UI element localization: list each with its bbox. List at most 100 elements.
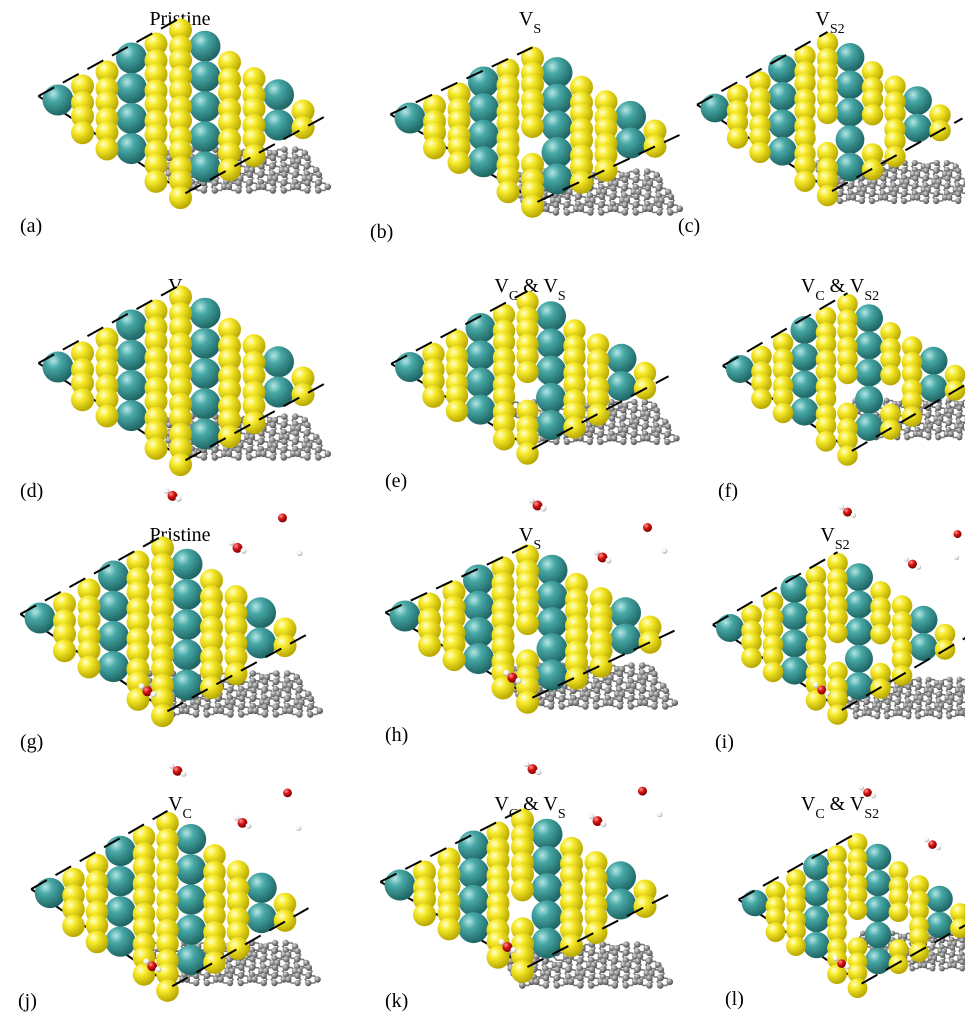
carbon-atom (294, 450, 302, 458)
graphene-bond (638, 690, 653, 699)
carbon-atom (631, 399, 638, 406)
sulfur-atom (422, 385, 445, 408)
carbon-atom (598, 193, 606, 201)
carbon-atom (576, 958, 584, 965)
panel-label: (h) (385, 724, 408, 746)
panel-d: VC (d) (20, 275, 332, 502)
carbon-atom (238, 711, 245, 718)
carbon-atom (650, 679, 658, 686)
unit-cell-edge (390, 290, 669, 450)
carbon-atom (957, 691, 964, 698)
carbon-atom (290, 183, 297, 191)
sulfur-atom (437, 917, 461, 941)
graphene-bond (666, 204, 681, 214)
graphene-bond (248, 672, 264, 682)
sulfur-atom (291, 116, 315, 140)
sulfur-atom (95, 137, 119, 161)
water-adsorbates (833, 785, 942, 970)
carbon-atom (959, 959, 965, 966)
carbon-atom (303, 959, 310, 967)
mos2-layer (395, 290, 657, 465)
sulfur-atom (62, 914, 85, 938)
carbon-atom (211, 454, 219, 461)
graphene-bond (569, 690, 584, 699)
molybdenum-atom (42, 84, 74, 116)
carbon-atom (956, 699, 963, 706)
sulfur-atom (827, 607, 848, 628)
sulfur-atom (909, 901, 929, 921)
carbon-atom (249, 956, 256, 963)
sulfur-atom (563, 319, 586, 342)
graphene-bond (652, 417, 667, 427)
carbon-atom (294, 183, 302, 191)
graphene-bond (945, 709, 959, 718)
graphene-bond (633, 969, 648, 978)
carbon-atom (923, 710, 930, 717)
molybdenum-atom (171, 669, 203, 701)
carbon-atom (853, 706, 860, 713)
carbon-atom (958, 945, 965, 951)
molybdenum-atom (790, 397, 819, 426)
graphene-bond (955, 701, 965, 710)
carbon-atom (653, 415, 660, 422)
carbon-atom (957, 955, 963, 961)
molybdenum-atom (189, 388, 221, 420)
carbon-atom (619, 415, 626, 422)
carbon-atom (641, 699, 649, 707)
hydrogen-atom (813, 682, 819, 688)
sulfur-atom (169, 109, 192, 133)
graphene-bond (214, 698, 229, 707)
carbon-atom (925, 434, 932, 441)
carbon-atom (249, 695, 257, 703)
molybdenum-atom (175, 854, 207, 885)
molybdenum-atom (98, 620, 129, 652)
carbon-atom (269, 421, 277, 429)
carbon-atom (597, 978, 605, 986)
carbon-atom (622, 949, 630, 957)
sulfur-atom (169, 436, 192, 460)
sulfur-atom (151, 657, 174, 681)
molybdenum-atom (610, 623, 641, 655)
graphene-bond (283, 698, 298, 707)
sulfur-atom (151, 596, 174, 620)
graphene-bond (638, 664, 653, 674)
carbon-atom (227, 703, 234, 711)
sulfur-atom (273, 892, 297, 916)
carbon-atom (869, 183, 876, 190)
unit-cell-edge (712, 551, 965, 711)
sulfur-atom (888, 861, 909, 881)
carbon-atom (519, 982, 526, 989)
sulfur-atom (71, 371, 94, 395)
sulfur-atom (816, 102, 839, 125)
molybdenum-atom (790, 370, 819, 399)
molybdenum-atom (790, 343, 819, 372)
carbon-atom (646, 982, 653, 989)
molybdenum-atom (864, 947, 892, 975)
carbon-atom (883, 397, 890, 404)
carbon-atom (630, 438, 638, 445)
graphene-bond (210, 182, 226, 192)
molybdenum-atom (536, 328, 566, 359)
panel-label: (e) (385, 470, 407, 492)
sulfur-atom (837, 320, 858, 342)
carbon-atom (271, 948, 278, 955)
carbon-atom (248, 964, 256, 971)
sulfur-atom (169, 18, 192, 42)
sulfur-atom (765, 881, 786, 901)
graphene-bond (878, 185, 893, 194)
carbon-atom (621, 185, 628, 192)
carbon-atom (611, 958, 618, 965)
hydrogen-atom (523, 761, 530, 768)
sulfur-atom (203, 934, 226, 958)
graphene-bond (955, 678, 965, 687)
sulfur-atom (169, 315, 192, 339)
graphene-bond (247, 966, 263, 976)
carbon-atom (542, 974, 550, 982)
sulfur-atom (200, 676, 223, 700)
molybdenum-atom (175, 884, 207, 915)
graphene-bond (271, 706, 287, 716)
carbon-atom (901, 197, 908, 205)
molybdenum-atom (189, 121, 221, 153)
graphene-bond (938, 939, 952, 948)
molybdenum-atom (394, 102, 426, 134)
